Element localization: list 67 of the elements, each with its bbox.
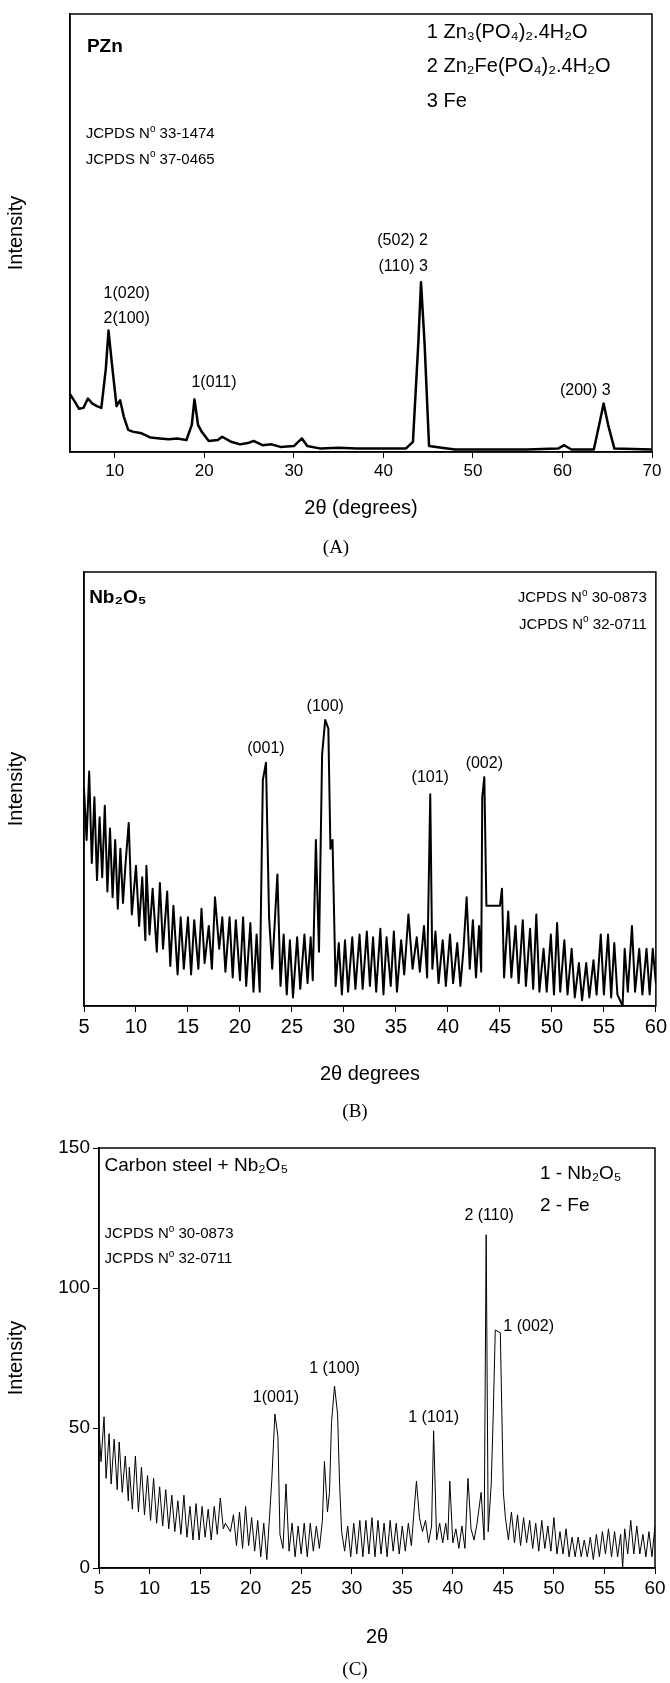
x-axis-title: 2θ degrees	[319, 1061, 420, 1084]
x-tick-label: 50	[463, 460, 483, 480]
annotation: (001)	[247, 739, 285, 757]
annotation: 2(100)	[103, 309, 150, 327]
y-tick-label: 150	[58, 1136, 90, 1158]
x-tick-label: 50	[540, 1014, 564, 1037]
annotation: (200) 3	[559, 381, 611, 399]
annotation: 1 (002)	[503, 1317, 555, 1335]
x-tick-label: 15	[176, 1014, 200, 1037]
x-tick-label: 10	[138, 1576, 161, 1598]
chart-title: Nb₂O₅	[89, 586, 147, 608]
x-tick-label: 70	[642, 460, 662, 480]
annotation: (110) 3	[378, 256, 429, 274]
annotation: 2 - Fe	[539, 1194, 590, 1216]
chart-title: PZn	[86, 35, 123, 57]
x-tick-label: 30	[284, 460, 304, 480]
annotation: 1(020)	[103, 284, 150, 302]
annotation: 1(011)	[191, 372, 237, 390]
annotation: 1 - Nb₂O₅	[539, 1162, 622, 1184]
annotation: (502) 2	[377, 230, 429, 248]
y-tick-label: 50	[68, 1416, 90, 1438]
annotation: 1(001)	[252, 1388, 300, 1406]
x-tick-label: 60	[553, 460, 572, 480]
x-tick-label: 40	[373, 460, 393, 480]
x-tick-label: 60	[644, 1014, 667, 1037]
annotation: 1 (101)	[408, 1408, 459, 1426]
x-tick-label: 20	[194, 460, 214, 480]
y-tick-label: 100	[58, 1276, 90, 1298]
x-tick-label: 10	[105, 460, 125, 480]
x-tick-label: 60	[644, 1576, 666, 1598]
x-tick-label: 30	[341, 1576, 363, 1598]
x-tick-label: 25	[280, 1014, 304, 1037]
x-tick-label: 45	[488, 1014, 512, 1037]
text: (B)	[342, 1099, 368, 1122]
annotation: (100)	[306, 697, 344, 715]
x-tick-label: 45	[492, 1576, 514, 1598]
y-axis-title: Intensity	[3, 751, 26, 827]
x-tick-label: 40	[436, 1014, 460, 1037]
annotation: 1 (100)	[309, 1359, 360, 1377]
x-tick-label: 5	[93, 1576, 105, 1598]
x-axis-title: 2θ	[365, 1624, 389, 1647]
x-tick-label: 30	[332, 1014, 356, 1037]
x-tick-label: 55	[592, 1014, 616, 1037]
x-tick-label: 20	[228, 1014, 252, 1037]
text: 1 Zn₃(PO₄)₂.4H₂O	[426, 20, 588, 43]
x-tick-label: 35	[391, 1576, 413, 1598]
x-tick-label: 55	[593, 1576, 616, 1598]
annotation: (101)	[411, 767, 449, 785]
text: 3 Fe	[426, 89, 467, 112]
x-tick-label: 25	[290, 1576, 312, 1598]
text: 2 Zn₂Fe(PO₄)₂.4H₂O	[426, 54, 611, 77]
x-tick-label: 40	[442, 1576, 464, 1598]
y-tick-label: 0	[79, 1556, 90, 1578]
text: (A)	[322, 535, 350, 558]
annotation: 2 (110)	[464, 1206, 514, 1224]
x-axis-title: 2θ (degrees)	[304, 495, 418, 518]
chart-title: Carbon steel + Nb₂O₅	[104, 1154, 289, 1176]
x-tick-label: 35	[384, 1014, 408, 1037]
y-axis-title: Intensity	[3, 1320, 26, 1396]
x-tick-label: 15	[189, 1576, 211, 1598]
x-tick-label: 5	[78, 1014, 90, 1037]
x-tick-label: 20	[240, 1576, 262, 1598]
y-axis-title: Intensity	[3, 195, 26, 271]
text: (C)	[342, 1657, 368, 1680]
x-tick-label: 50	[543, 1576, 565, 1598]
x-tick-label: 10	[124, 1014, 148, 1037]
annotation: (002)	[465, 753, 503, 771]
